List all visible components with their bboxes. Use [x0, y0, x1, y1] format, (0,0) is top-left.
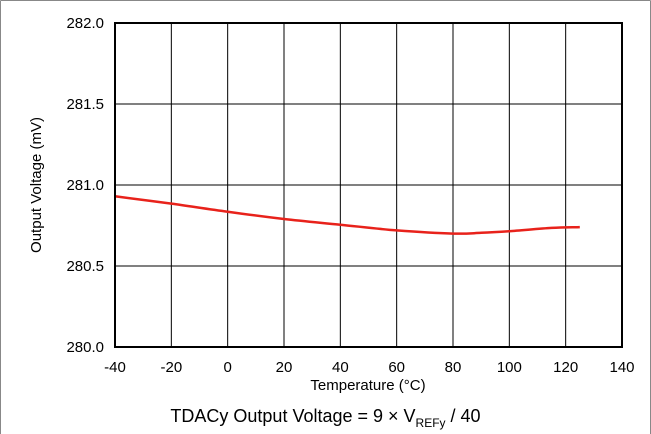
y-tick-label: 281.5 — [66, 96, 104, 113]
plot-area-border — [114, 22, 623, 348]
chart-caption: TDACy Output Voltage = 9 × VREFy / 40 — [0, 406, 651, 430]
y-tick-label: 280.5 — [66, 258, 104, 275]
caption-subscript: REFy — [415, 416, 446, 430]
x-tick-label: 40 — [332, 359, 349, 376]
y-axis-label: Output Voltage (mV) — [28, 117, 45, 253]
y-tick-label: 281.0 — [66, 177, 104, 194]
x-axis-label: Temperature (°C) — [310, 377, 425, 394]
series-layer — [114, 195, 580, 235]
x-tick-label: 20 — [276, 359, 293, 376]
x-tick-label: -20 — [160, 359, 182, 376]
x-tick-label: 0 — [223, 359, 231, 376]
x-tick-label: -40 — [104, 359, 126, 376]
caption-suffix: / 40 — [445, 406, 481, 426]
x-tick-label: 120 — [553, 359, 578, 376]
series-line-0 — [114, 195, 580, 235]
x-tick-label: 80 — [445, 359, 462, 376]
y-tick-labels: 280.0 280.5 281.0 281.5 282.0 — [66, 15, 104, 356]
x-tick-labels: -40 -20 0 20 40 60 80 100 120 140 — [104, 359, 634, 376]
grid-lines — [115, 23, 622, 347]
x-tick-label: 60 — [388, 359, 405, 376]
x-tick-label: 100 — [497, 359, 522, 376]
x-tick-label: 140 — [609, 359, 634, 376]
caption-prefix: TDACy Output Voltage = 9 × V — [170, 406, 416, 426]
y-tick-label: 280.0 — [66, 339, 104, 356]
y-tick-label: 282.0 — [66, 15, 104, 32]
